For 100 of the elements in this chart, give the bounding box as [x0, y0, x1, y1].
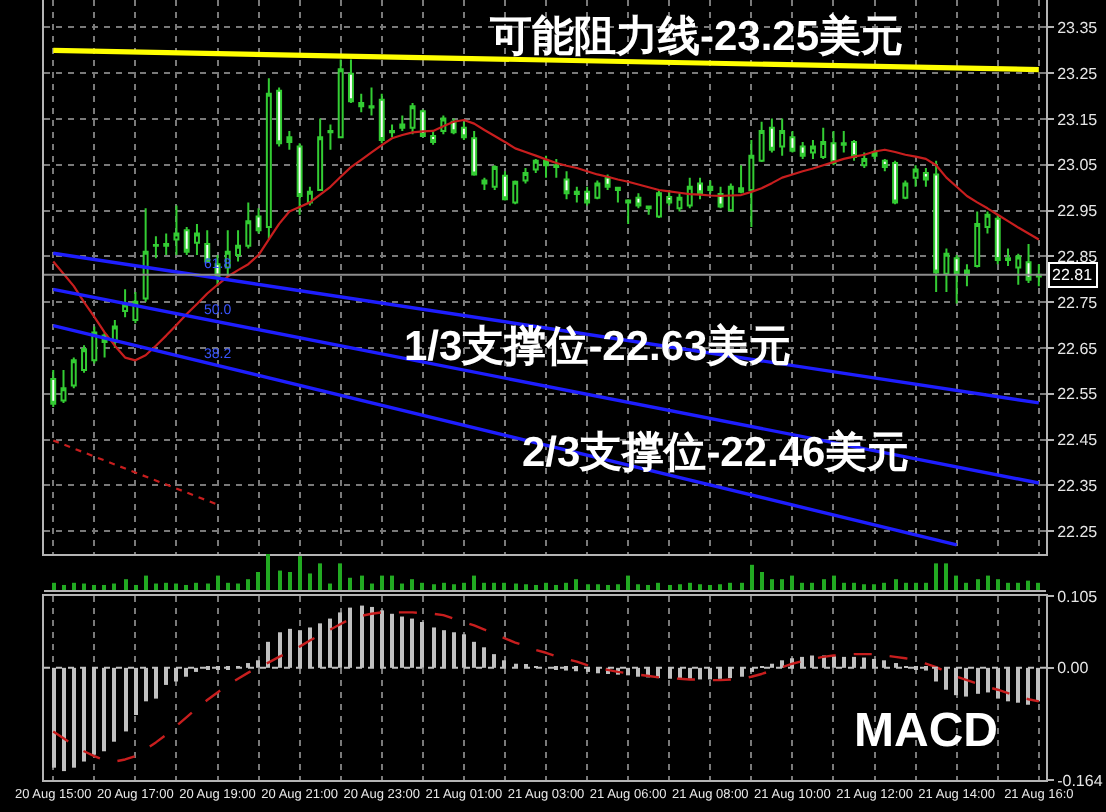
- candlestick: [563, 170, 570, 201]
- bar: [256, 572, 260, 590]
- candlestick: [142, 207, 149, 303]
- bar: [852, 582, 856, 590]
- bar: [554, 584, 558, 590]
- bar: [616, 584, 620, 590]
- candlestick: [378, 92, 385, 145]
- y-tick-label: 23.15: [1057, 110, 1099, 129]
- bar: [728, 582, 732, 590]
- candlestick: [430, 129, 437, 146]
- bar: [976, 579, 980, 590]
- bar: [1016, 582, 1020, 590]
- bar: [154, 583, 158, 590]
- candlestick: [347, 58, 354, 105]
- candlestick: [81, 344, 88, 374]
- candlestick: [1015, 252, 1022, 286]
- y-tick-label: 23.25: [1057, 64, 1099, 83]
- candlestick: [512, 179, 519, 206]
- candlestick: [296, 142, 303, 216]
- candlestick: [389, 123, 395, 139]
- bar: [184, 584, 188, 590]
- bar: [688, 582, 692, 590]
- bar: [800, 582, 804, 590]
- bar: [1006, 582, 1010, 590]
- bar: [1026, 580, 1030, 590]
- candlestick: [501, 170, 508, 202]
- candlestick: [183, 226, 190, 257]
- bar: [370, 583, 374, 590]
- candlestick: [758, 120, 765, 164]
- bar: [524, 584, 528, 590]
- bar: [514, 583, 518, 590]
- annotation: 可能阻力线-23.25美元: [488, 12, 904, 60]
- candlestick: [122, 288, 129, 319]
- candlestick: [655, 189, 662, 219]
- bar: [134, 584, 138, 590]
- candlestick: [666, 189, 673, 207]
- bar: [718, 584, 722, 590]
- bar: [144, 575, 148, 590]
- bar: [882, 582, 886, 590]
- candlestick: [625, 198, 632, 225]
- candlestick: [409, 102, 416, 136]
- bar: [92, 584, 96, 590]
- bar: [288, 572, 292, 590]
- candlestick: [553, 157, 560, 179]
- bar: [400, 583, 404, 590]
- y-tick-label: 22.25: [1057, 522, 1099, 541]
- bar: [164, 582, 168, 590]
- candlestick: [522, 167, 529, 185]
- candlestick: [707, 179, 714, 195]
- bar: [502, 582, 506, 590]
- bar: [564, 582, 568, 590]
- candlestick: [337, 58, 344, 139]
- candlestick: [163, 232, 170, 257]
- bar: [206, 583, 210, 590]
- line-series: [52, 611, 1041, 763]
- bar: [246, 579, 250, 590]
- candlestick: [748, 139, 755, 229]
- candlestick: [974, 210, 981, 269]
- bar: [760, 572, 764, 590]
- candlestick: [645, 204, 652, 216]
- candlestick: [594, 179, 601, 201]
- candlestick: [399, 114, 406, 132]
- y-tick-label: 23.05: [1057, 156, 1099, 175]
- candlestick: [235, 229, 242, 263]
- candlestick: [1035, 263, 1042, 288]
- bar: [216, 575, 220, 590]
- candlestick: [789, 129, 796, 154]
- bar: [964, 582, 968, 590]
- candlestick: [1005, 247, 1011, 268]
- bar: [390, 575, 394, 590]
- bar: [432, 584, 436, 590]
- ref-line-label: 22.81: [1052, 266, 1094, 284]
- y-tick-label: 22.95: [1057, 202, 1099, 221]
- y-tick-label: 22.65: [1057, 339, 1099, 358]
- candlestick: [317, 117, 324, 191]
- bar: [750, 564, 754, 590]
- bar: [790, 575, 794, 590]
- candlestick: [881, 157, 888, 173]
- bar: [894, 579, 898, 590]
- bar: [298, 556, 302, 590]
- bar: [822, 579, 826, 590]
- bar: [328, 583, 332, 590]
- candlestick: [460, 120, 467, 142]
- candlestick: [481, 176, 488, 191]
- candlestick: [943, 247, 950, 294]
- candlestick: [809, 139, 816, 160]
- candlestick: [994, 213, 1001, 266]
- bar: [770, 579, 774, 590]
- bar: [934, 563, 938, 590]
- candlestick: [368, 86, 375, 117]
- bar: [668, 584, 672, 590]
- bar: [708, 584, 712, 590]
- candlestick: [194, 222, 200, 257]
- candlestick: [779, 117, 786, 157]
- candlestick: [584, 185, 591, 207]
- bar: [348, 577, 352, 590]
- bar: [124, 579, 128, 590]
- candlestick: [70, 356, 77, 390]
- bar: [636, 584, 640, 590]
- bar: [62, 584, 66, 590]
